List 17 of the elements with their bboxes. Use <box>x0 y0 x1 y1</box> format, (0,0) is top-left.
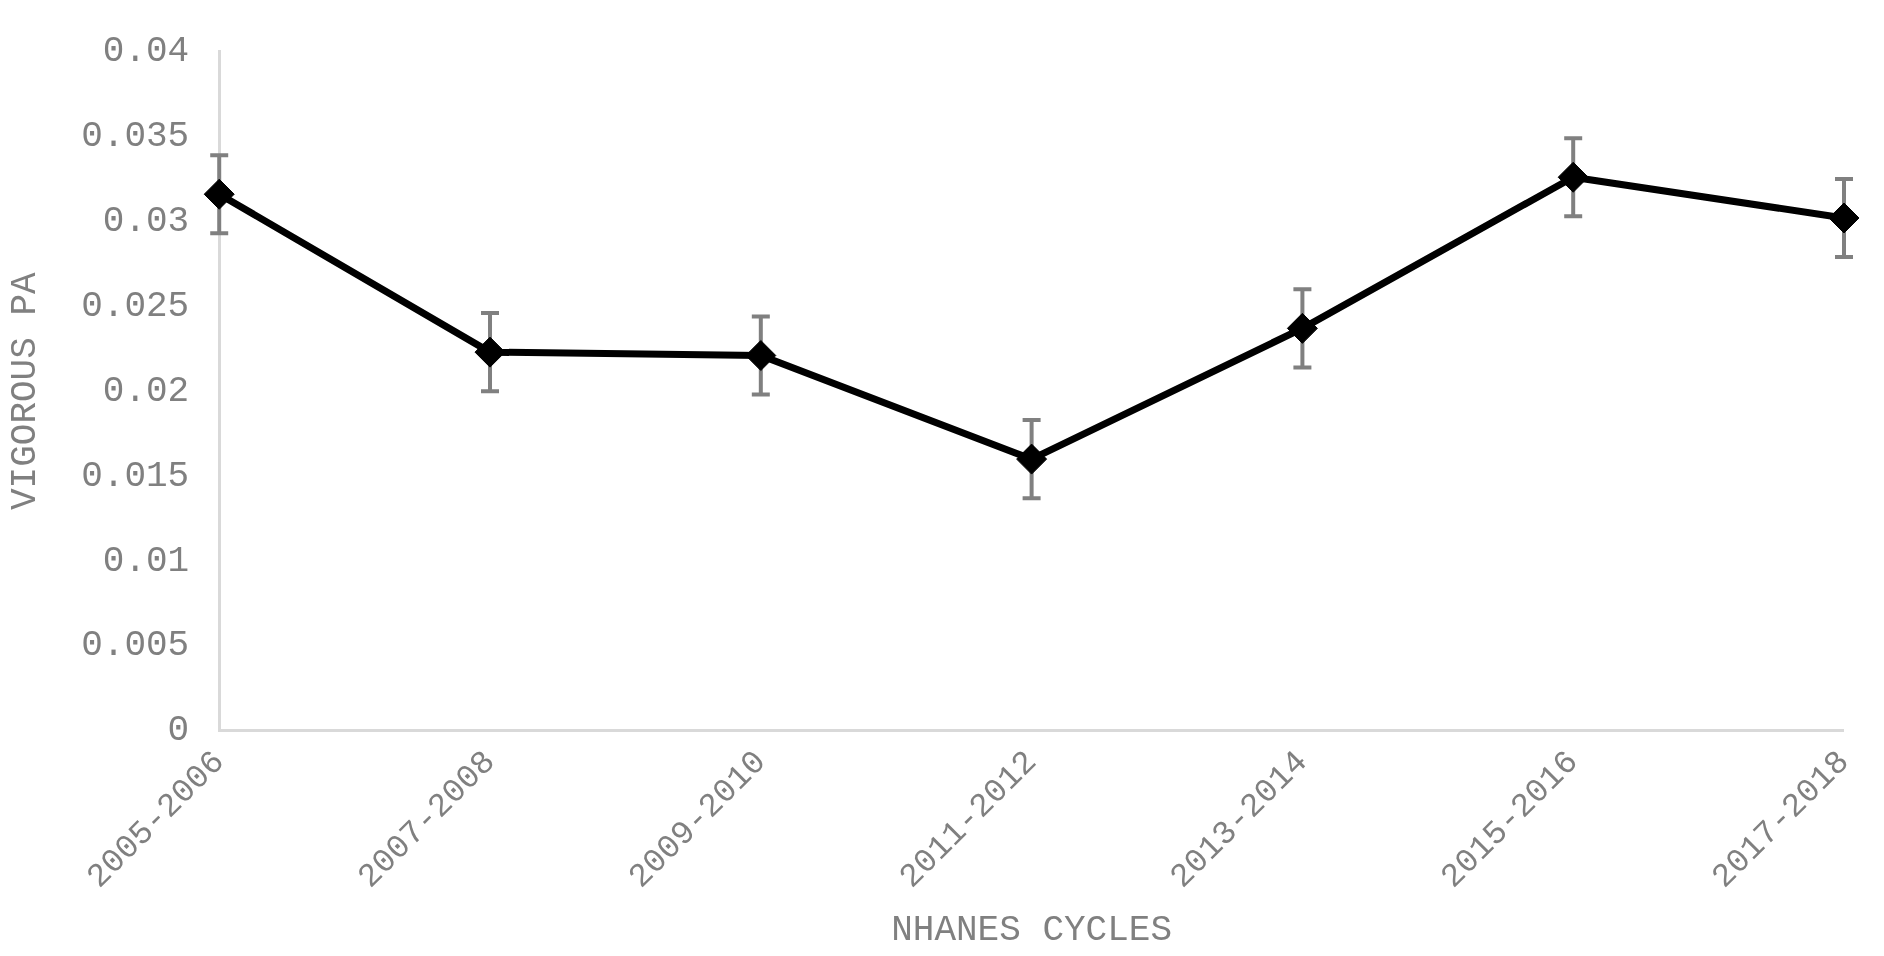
point <box>1557 161 1589 193</box>
y-tick-label: 0.01 <box>102 540 190 582</box>
y-tick-label: 0.035 <box>81 116 190 158</box>
y-tick-label: 0.025 <box>81 285 190 327</box>
y-tick-label: 0.015 <box>81 455 190 497</box>
y-axis-title: VIGOROUS PA <box>5 271 47 511</box>
point <box>745 340 777 372</box>
y-tick-label: 0.04 <box>102 31 190 73</box>
point <box>203 178 235 210</box>
point <box>1286 312 1318 344</box>
point <box>1828 202 1860 234</box>
y-tick-label: 0 <box>167 710 190 752</box>
y-tick-label: 0.02 <box>102 370 190 412</box>
y-tick-label: 0.03 <box>102 200 190 242</box>
point <box>1016 443 1048 475</box>
y-tick-label: 0.005 <box>81 625 190 667</box>
x-axis-title: NHANES CYCLES <box>891 909 1173 951</box>
